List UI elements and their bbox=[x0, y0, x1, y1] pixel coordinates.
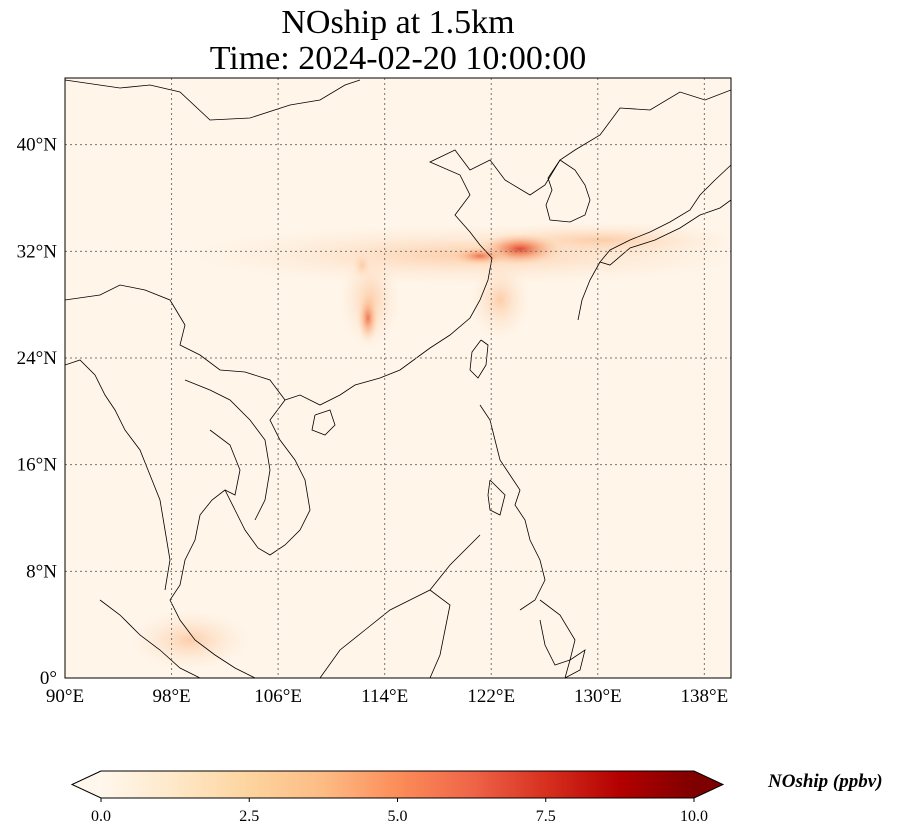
hotspot-inland-north bbox=[352, 251, 372, 279]
border-north bbox=[65, 79, 361, 121]
colorbar-tick-label: 0.0 bbox=[91, 808, 111, 825]
colorbar-tick-label: 2.5 bbox=[239, 808, 259, 825]
coastal-haze bbox=[470, 260, 530, 340]
longitude-label: 114°E bbox=[361, 686, 408, 707]
colorbar-title: NOship (ppbv) bbox=[768, 771, 883, 792]
korea-coast bbox=[545, 159, 591, 223]
hotspot-shanghai bbox=[450, 246, 510, 266]
map-frame bbox=[64, 77, 732, 679]
latitude-label: 8°N bbox=[26, 561, 57, 582]
palawan-coast bbox=[429, 534, 481, 591]
hotspot-inland bbox=[357, 292, 379, 344]
map-background bbox=[65, 78, 731, 678]
border-laos bbox=[184, 379, 271, 521]
map-title-line1: NOship at 1.5km bbox=[281, 4, 515, 41]
colorbar-max-extension bbox=[694, 771, 723, 798]
colorbar-gradient bbox=[101, 771, 694, 798]
philippines-coast bbox=[479, 404, 546, 611]
longitude-label: 138°E bbox=[681, 686, 729, 707]
ryukyu-islands bbox=[577, 261, 601, 321]
border-south-china bbox=[65, 284, 286, 401]
latitude-label: 24°N bbox=[17, 348, 58, 369]
colorbar-tick-label: 7.5 bbox=[536, 808, 556, 825]
japan-coast bbox=[599, 164, 731, 266]
latitude-labels: 0° 8°N 16°N 24°N 32°N 40°N bbox=[17, 135, 58, 689]
colorbar-tick-label: 10.0 bbox=[680, 808, 708, 825]
myanmar-coast bbox=[65, 359, 171, 591]
latitude-label: 16°N bbox=[17, 455, 58, 476]
borneo-coast bbox=[319, 589, 451, 678]
colorbar: 0.0 2.5 5.0 7.5 10.0 bbox=[70, 770, 725, 825]
longitude-labels: 90°E 98°E 106°E 114°E 122°E 130°E 138°E bbox=[46, 686, 728, 707]
indochina-coast bbox=[169, 399, 311, 678]
map-title-line2: Time: 2024-02-20 10:00:00 bbox=[209, 40, 587, 77]
longitude-label: 122°E bbox=[467, 686, 515, 707]
colorbar-tick-label: 5.0 bbox=[388, 808, 408, 825]
longitude-label: 130°E bbox=[574, 686, 622, 707]
taiwan-coast bbox=[469, 339, 489, 379]
philippines-islands bbox=[487, 479, 506, 516]
latitude-label: 32°N bbox=[17, 241, 58, 262]
colorbar-min-extension bbox=[72, 771, 101, 798]
border-thailand bbox=[209, 429, 241, 496]
strait-haze bbox=[130, 610, 250, 670]
sulawesi-coast bbox=[564, 649, 586, 678]
china-coast bbox=[284, 89, 731, 406]
latitude-label: 40°N bbox=[17, 135, 58, 156]
latitude-label: 0° bbox=[40, 668, 57, 689]
longitude-label: 98°E bbox=[152, 686, 190, 707]
longitude-label: 90°E bbox=[46, 686, 84, 707]
sumatra-coast bbox=[99, 599, 201, 678]
colorbar-ticks: 0.0 2.5 5.0 7.5 10.0 bbox=[91, 798, 708, 825]
hainan-coast bbox=[311, 409, 336, 436]
coastlines bbox=[65, 79, 731, 678]
gridlines bbox=[65, 78, 731, 678]
longitude-label: 106°E bbox=[254, 686, 302, 707]
